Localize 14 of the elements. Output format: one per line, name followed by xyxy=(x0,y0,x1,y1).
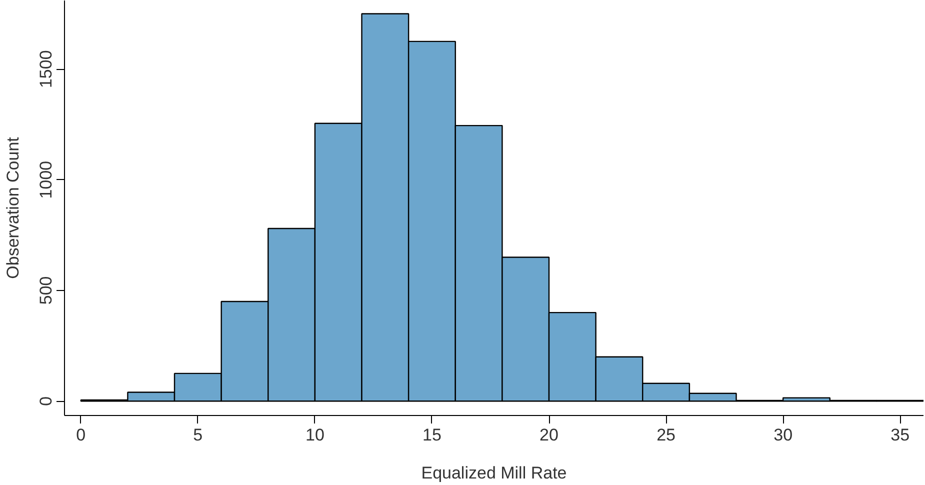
x-tick-label: 20 xyxy=(540,426,558,444)
x-tick-label: 5 xyxy=(193,426,203,444)
y-tick-label: 500 xyxy=(36,276,56,305)
x-axis-title: Equalized Mill Rate xyxy=(421,464,567,482)
y-tick-label: 1500 xyxy=(36,50,56,88)
x-tick-label: 25 xyxy=(656,426,676,444)
x-tick-label: 10 xyxy=(305,426,324,444)
x-tick-label: 30 xyxy=(774,426,793,444)
x-tick-label: 35 xyxy=(890,426,910,444)
y-axis-title: Observation Count xyxy=(4,136,22,279)
y-tick-label: 0 xyxy=(36,396,56,406)
x-tick-label: 0 xyxy=(76,426,86,444)
x-tick-label: 15 xyxy=(422,426,442,444)
y-tick-label: 1000 xyxy=(36,160,56,199)
